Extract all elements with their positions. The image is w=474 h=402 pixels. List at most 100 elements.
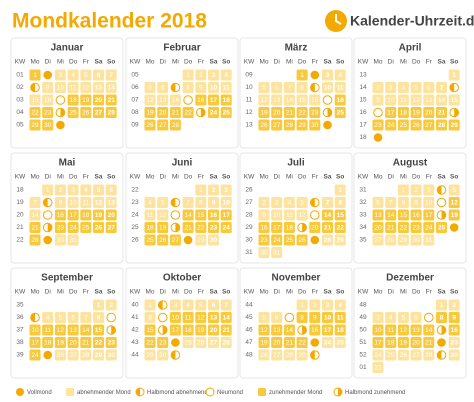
day-cell [54,184,66,196]
day-number: 7 [224,302,228,309]
day-cell [309,107,321,118]
day-number: 18 [286,225,294,232]
weekday-header: Mi [57,289,64,296]
day-number: 18 [223,97,231,104]
day-cell [67,324,79,336]
day-cell [258,234,270,246]
day-number: 25 [337,340,345,347]
day-number: 3 [224,187,228,194]
day-number: 3 [326,302,330,309]
weekday-header: So [222,289,230,296]
day-number: 21 [286,110,294,117]
day-number: 27 [172,237,180,244]
day-cell [283,107,295,118]
day-number: 1 [46,187,50,194]
day-number: 19 [95,212,103,219]
day-cell [144,324,156,336]
kw-number: 24 [131,212,139,219]
day-cell [195,209,207,221]
day-number: 26 [298,237,306,244]
day-cell [283,119,295,131]
weekday-header: Sa [95,174,103,181]
day-number: 8 [402,200,406,207]
weekday-header: Mo [259,174,268,181]
day-cell [29,107,41,118]
day-cell [309,299,321,311]
day-cell [80,94,92,106]
day-number: 12 [95,200,103,207]
day-cell [157,119,169,131]
day-number: 15 [400,212,408,219]
day-cell [93,337,104,348]
weekday-header: Mi [286,289,293,296]
day-number: 30 [159,352,167,359]
kw-number: 47 [245,339,253,346]
day-cell [385,94,397,106]
day-cell [271,247,283,258]
weekday-header: Do [412,289,421,296]
day-number: 21 [184,225,192,232]
day-number: 10 [273,212,281,219]
day-number: 28 [324,237,332,244]
weekday-header: Sa [324,289,332,296]
weekday-header: Mi [400,289,407,296]
day-cell [29,209,41,221]
day-number: 13 [374,212,382,219]
day-cell [322,209,333,221]
day-number: 22 [197,225,205,232]
day-number: 18 [44,340,52,347]
day-number: 24 [31,352,39,359]
day-cell [397,222,409,233]
day-cell [296,209,308,221]
day-number: 19 [260,110,268,117]
day-cell [220,197,232,208]
day-number: 16 [451,327,459,334]
day-cell [67,94,79,106]
day-number: 10 [31,327,39,334]
day-cell [93,197,104,208]
day-number: 29 [146,352,154,359]
day-cell [258,349,270,361]
day-cell [436,94,447,106]
day-cell [309,312,321,323]
day-cell [397,197,409,208]
day-number: 3 [427,187,431,194]
day-number: 20 [374,225,382,232]
day-cell [397,234,409,246]
kw-number: 05 [16,122,24,129]
day-number: 24 [387,122,395,129]
day-cell [54,209,66,221]
legend-label: Vollmond [27,390,52,396]
day-cell [182,324,194,336]
day-cell [448,337,460,348]
day-cell [271,222,283,233]
weekday-header: KW [15,59,26,66]
day-cell [372,209,384,221]
day-cell [220,222,232,233]
day-cell [144,299,156,311]
day-number: 27 [412,352,420,359]
day-number: 16 [311,327,319,334]
day-number: 2 [262,200,266,207]
day-cell [410,324,422,336]
kw-number: 42 [131,327,139,334]
day-cell [334,107,346,118]
weekday-header: Sa [438,59,446,66]
day-cell [195,222,207,233]
day-number: 18 [184,327,192,334]
day-number: 24 [223,225,231,232]
day-cell [372,312,384,323]
day-cell [322,222,333,233]
day-number: 21 [82,340,90,347]
day-cell [157,197,169,208]
day-number: 26 [146,122,154,129]
weekday-header: So [107,174,115,181]
day-number: 12 [159,212,167,219]
day-number: 17 [273,225,281,232]
day-number: 26 [197,340,205,347]
day-cell [436,222,447,233]
day-number: 5 [97,187,101,194]
day-cell [296,107,308,118]
day-cell [144,234,156,246]
day-number: 3 [326,72,330,79]
